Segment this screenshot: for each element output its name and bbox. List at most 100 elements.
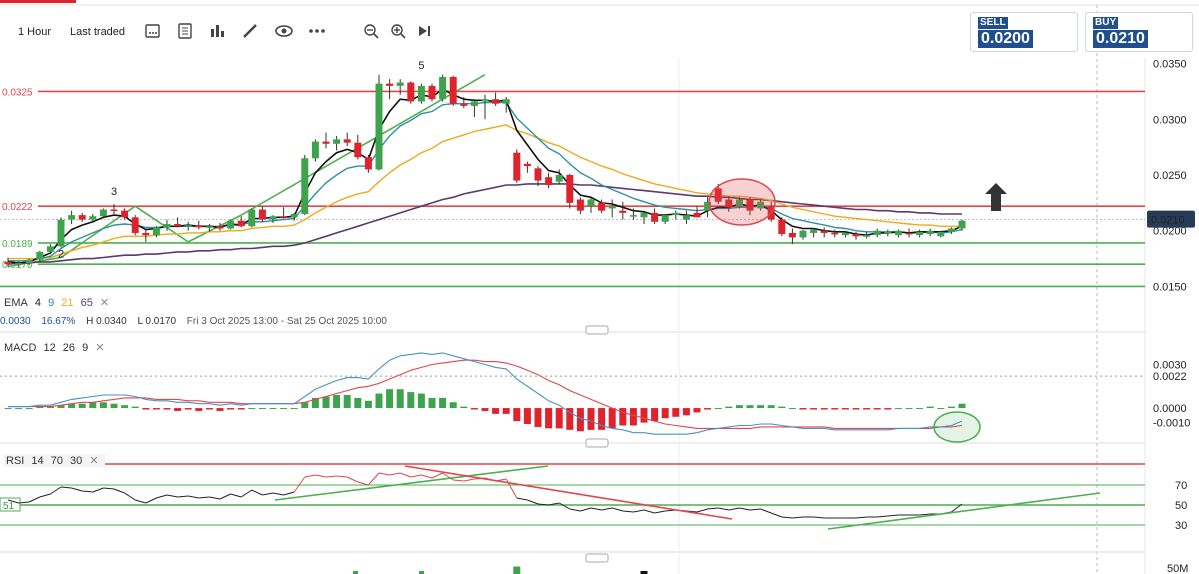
macd-histogram-bar — [121, 405, 129, 409]
macd-histogram-bar — [682, 408, 690, 416]
rsi-line-segment — [951, 503, 963, 513]
more-icon[interactable] — [308, 22, 326, 40]
volume-bar — [640, 571, 648, 574]
drawings-icon[interactable] — [176, 22, 194, 40]
ema-legend[interactable]: EMA 4 9 21 65 ✕ — [4, 296, 113, 309]
rsi-line-segment — [124, 492, 136, 501]
macd-histogram-bar — [513, 408, 521, 422]
macd-histogram-bar — [555, 408, 563, 429]
eye-icon[interactable] — [275, 22, 293, 40]
candle-body — [555, 175, 563, 182]
macd-histogram-bar — [767, 405, 775, 409]
current-price-tag — [1147, 210, 1195, 228]
rsi-line-segment — [643, 509, 655, 514]
macd-histogram-bar — [417, 393, 425, 409]
rsi-line-segment — [357, 481, 369, 486]
candle-body — [36, 251, 44, 260]
candle-body — [873, 230, 881, 236]
rsi-trend-line — [404, 465, 733, 520]
candle-body — [290, 214, 298, 218]
macd-histogram-bar — [926, 406, 934, 409]
ema-21-line — [8, 124, 962, 260]
rsi-param-lower: 30 — [70, 455, 83, 467]
macd-histogram-bar — [248, 408, 256, 410]
rsi-line-segment — [336, 475, 348, 478]
rsi-line-segment — [135, 499, 146, 504]
candle-body — [820, 230, 828, 233]
buy-button[interactable]: BUY 0.0210 — [1085, 12, 1193, 52]
candle-body — [343, 139, 351, 143]
macd-title: MACD — [4, 342, 37, 354]
candle-body — [25, 259, 33, 264]
candle-body — [470, 101, 478, 106]
wave-label: 2 — [58, 248, 64, 260]
volume-axis-tick: 50M — [1167, 563, 1188, 574]
candle-body — [57, 219, 65, 247]
rsi-line-segment — [601, 507, 613, 511]
macd-histogram-bar — [15, 408, 23, 410]
rsi-legend[interactable]: RSI 14 70 30 ✕ — [4, 454, 105, 467]
rsi-line-segment — [389, 472, 401, 476]
rsi-line-segment — [166, 494, 178, 498]
macd-histogram-bar — [651, 408, 659, 422]
rsi-line-segment — [304, 474, 316, 478]
play-icon[interactable] — [415, 22, 433, 40]
candle-body — [746, 199, 754, 211]
rsi-axis-tick: 30 — [1175, 520, 1187, 532]
price-mode-selector[interactable]: Last traded — [70, 26, 126, 38]
candle-body — [608, 206, 616, 209]
macd-histogram-bar — [757, 405, 765, 409]
rsi-line-segment — [400, 472, 411, 478]
zoom-in-icon[interactable] — [389, 22, 407, 40]
macd-param-signal: 9 — [82, 342, 89, 354]
candle-body — [905, 232, 913, 235]
indicators-icon[interactable] — [144, 22, 162, 40]
rsi-line-segment — [262, 492, 274, 496]
zoom-out-icon[interactable] — [362, 22, 380, 40]
macd-signal-line — [8, 359, 963, 429]
macd-close-icon[interactable]: ✕ — [95, 342, 105, 354]
candle-body — [152, 227, 160, 236]
macd-histogram-bar — [216, 408, 224, 411]
macd-histogram-bar — [163, 408, 171, 410]
chart-type-icon[interactable] — [208, 22, 226, 40]
rsi-line-segment — [633, 509, 645, 513]
pencil-icon[interactable] — [241, 22, 259, 40]
rsi-line-segment — [315, 474, 327, 478]
rsi-line-segment — [739, 507, 751, 511]
pane-resize-handle — [585, 553, 609, 563]
rsi-line-segment — [71, 487, 83, 492]
candle-body — [799, 230, 807, 238]
candle-body — [831, 232, 839, 235]
candle-body — [682, 215, 690, 220]
rsi-line-segment — [728, 507, 740, 511]
rsi-line-segment — [590, 507, 602, 511]
candle-body — [15, 263, 23, 265]
rsi-line-segment — [28, 496, 41, 503]
macd-histogram-bar — [396, 389, 404, 409]
macd-histogram-bar — [449, 402, 457, 409]
ema-close-icon[interactable]: ✕ — [99, 297, 110, 309]
rsi-line-segment — [283, 491, 295, 496]
ema-9-line — [8, 101, 963, 262]
macd-histogram-bar — [205, 408, 213, 410]
rsi-close-icon[interactable]: ✕ — [89, 455, 99, 467]
rsi-line-segment — [654, 510, 666, 514]
current-price-label: 0.0210 — [1151, 215, 1185, 227]
macd-histogram-bar — [905, 408, 913, 410]
rsi-line-segment — [325, 475, 337, 478]
macd-histogram-bar — [693, 408, 701, 413]
candle-body — [481, 99, 489, 102]
macd-legend[interactable]: MACD 12 26 9 ✕ — [4, 341, 108, 354]
rsi-trend-line — [827, 492, 1101, 530]
sell-button[interactable]: SELL 0.0200 — [970, 12, 1078, 52]
macd-histogram-bar — [640, 408, 648, 423]
rsi-line-segment — [230, 493, 242, 498]
rsi-line-segment — [453, 479, 464, 482]
timeframe-selector[interactable]: 1 Hour — [18, 26, 52, 38]
macd-histogram-bar — [619, 408, 627, 426]
rsi-line-segment — [855, 516, 867, 519]
macd-histogram-bar — [4, 408, 12, 410]
candle-body — [566, 175, 574, 203]
